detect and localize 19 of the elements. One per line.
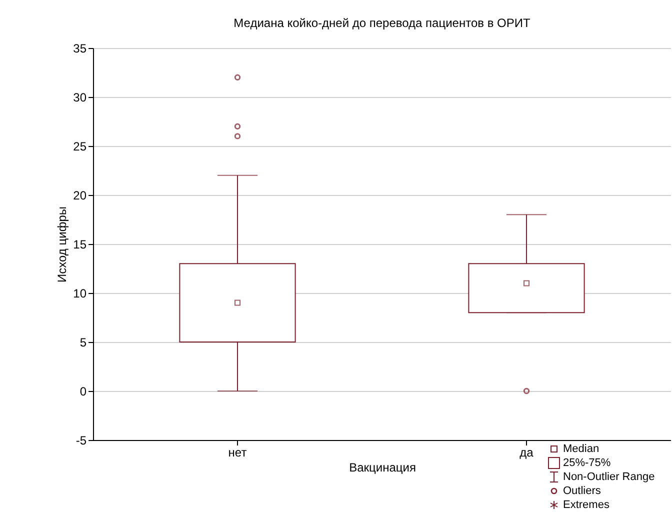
y-tick-label: 10 (73, 286, 87, 300)
text: Extremes (563, 498, 610, 512)
y-tick-label: 35 (73, 42, 87, 56)
y-axis-title: Исход цифры (55, 206, 70, 282)
chart-title: Медиана койко-дней до перевода пациентов в ОРИТ (234, 16, 532, 30)
y-tick-label: 0 (80, 384, 87, 398)
y-tick-label: 5 (80, 336, 87, 350)
y-tick-label: 20 (73, 188, 87, 202)
y-tick-label: 25 (73, 140, 87, 154)
x-axis-title: Вакцинация (349, 460, 416, 474)
text: Median (563, 442, 600, 456)
x-tick-label: да (520, 446, 534, 460)
x-tick-label: нет (228, 446, 248, 460)
text: 25%-75% (563, 456, 611, 470)
y-tick-label: -5 (76, 434, 87, 448)
text: Non-Outlier Range (563, 470, 655, 484)
y-tick-label: 15 (73, 238, 87, 252)
y-tick-label: 30 (73, 90, 87, 104)
text: Outliers (563, 484, 601, 498)
